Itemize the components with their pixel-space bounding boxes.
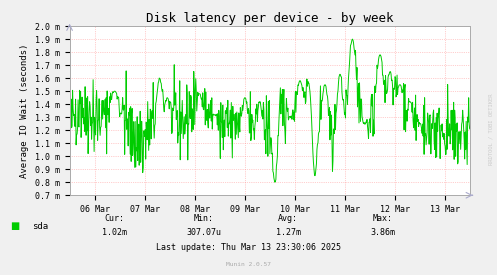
Text: 1.27m: 1.27m [276,228,301,237]
Text: RRDTOOL / TOBI OETIKER: RRDTOOL / TOBI OETIKER [488,94,493,165]
Y-axis label: Average IO Wait (seconds): Average IO Wait (seconds) [20,43,29,178]
Text: Last update: Thu Mar 13 23:30:06 2025: Last update: Thu Mar 13 23:30:06 2025 [156,243,341,252]
Text: Cur:: Cur: [104,214,124,223]
Text: Max:: Max: [373,214,393,223]
Title: Disk latency per device - by week: Disk latency per device - by week [146,12,393,25]
Text: Avg:: Avg: [278,214,298,223]
Text: 1.02m: 1.02m [102,228,127,237]
Text: 3.86m: 3.86m [370,228,395,237]
Text: sda: sda [32,222,48,231]
Text: Min:: Min: [194,214,214,223]
Text: 307.07u: 307.07u [186,228,221,237]
Text: ■: ■ [10,221,19,230]
Text: Munin 2.0.57: Munin 2.0.57 [226,262,271,266]
